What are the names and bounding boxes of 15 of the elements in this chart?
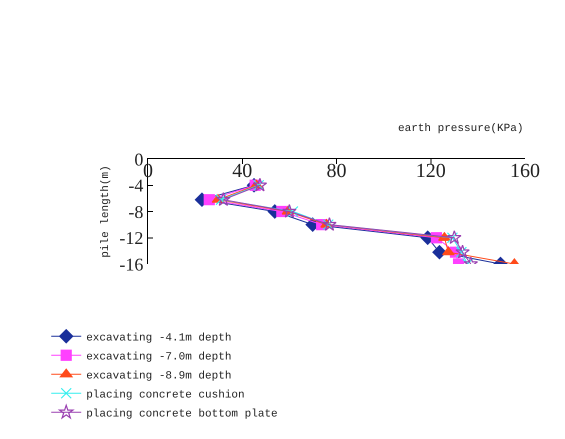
legend-label: placing concrete cushion bbox=[86, 390, 245, 402]
y-tick-label: -16 bbox=[119, 254, 144, 274]
y-tick-label: -8 bbox=[128, 202, 144, 222]
x-tick-label: 80 bbox=[326, 160, 346, 182]
x-axis-title: earth pressure(KPa) bbox=[398, 123, 524, 135]
y-axis-title: pile length(m) bbox=[100, 165, 112, 258]
y-tick-label: -4 bbox=[128, 176, 144, 196]
x-tick-label: 160 bbox=[510, 160, 540, 182]
legend-label: excavating -8.9m depth bbox=[86, 370, 232, 383]
x-tick-label: 120 bbox=[416, 160, 446, 182]
x-tick-label: 40 bbox=[232, 160, 252, 182]
legend-label: placing concrete bottom plate bbox=[86, 408, 278, 421]
y-tick-label: -12 bbox=[119, 228, 144, 248]
legend-label: excavating -7.0m depth bbox=[86, 352, 232, 364]
legend-label: excavating -4.1m depth bbox=[86, 332, 232, 345]
